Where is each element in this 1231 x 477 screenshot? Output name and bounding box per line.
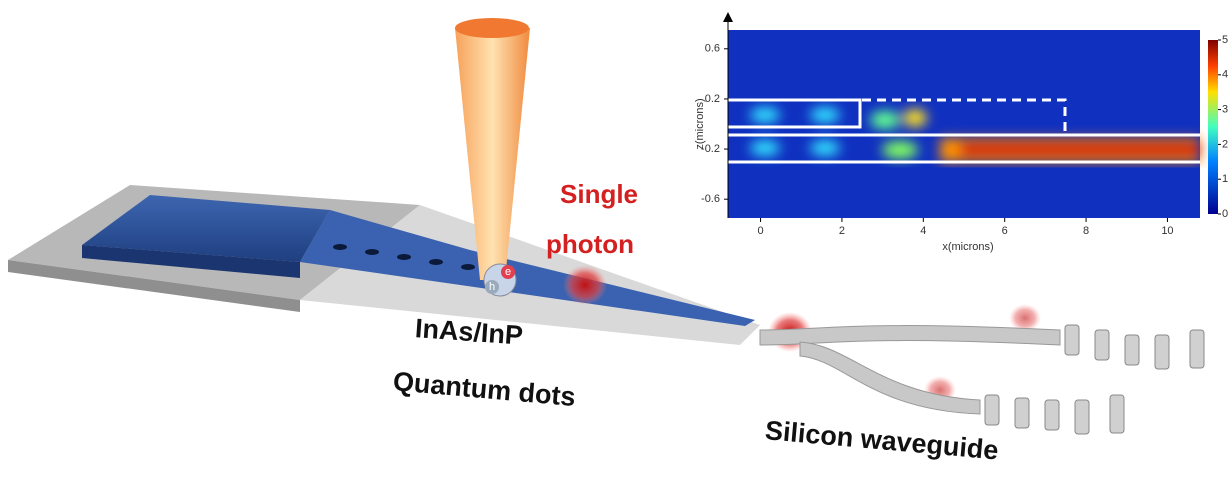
waveguide-label: Silicon waveguide — [764, 415, 1000, 465]
colorbar — [1208, 40, 1218, 214]
illustration: e h Single photon InAs/InP Quantum dots … — [0, 0, 1231, 477]
material-label: InAs/InP — [414, 313, 524, 350]
colorbar-tick-label: 3 — [1222, 104, 1228, 116]
colorbar-tick-label: 2 — [1222, 138, 1228, 150]
x-axis-label: x(microns) — [942, 241, 993, 253]
x-tick-label: 6 — [1002, 225, 1008, 237]
waveguide-arm — [800, 342, 980, 414]
photon-label: photon — [546, 229, 634, 259]
x-tick-label: 2 — [839, 225, 845, 237]
photon-label: Single — [560, 179, 638, 209]
y-tick-label: -0.6 — [701, 193, 720, 205]
colorbar-tick-label: 5 — [1222, 34, 1228, 46]
colorbar-tick-label: 1 — [1222, 173, 1228, 185]
colorbar-tick-label: 0 — [1222, 208, 1228, 220]
y-tick-label: 0.6 — [705, 43, 720, 55]
y-axis-label: z(microns) — [694, 98, 706, 149]
electron-label: e — [505, 266, 511, 278]
x-tick-label: 8 — [1083, 225, 1089, 237]
y-tick-label: 0.2 — [705, 93, 720, 105]
laser-top — [455, 18, 529, 38]
x-tick-label: 4 — [920, 225, 926, 237]
dots-label: Quantum dots — [392, 366, 577, 412]
figure: e h Single photon InAs/InP Quantum dots … — [0, 0, 1231, 477]
x-tick-label: 10 — [1161, 225, 1173, 237]
y-tick-label: -0.2 — [701, 143, 720, 155]
x-tick-label: 0 — [757, 225, 763, 237]
hole-label: h — [489, 281, 495, 293]
axis-arrow — [723, 12, 733, 22]
field-map — [728, 30, 1200, 218]
photon-pulse — [563, 265, 607, 305]
colorbar-tick-label: 4 — [1222, 69, 1228, 81]
